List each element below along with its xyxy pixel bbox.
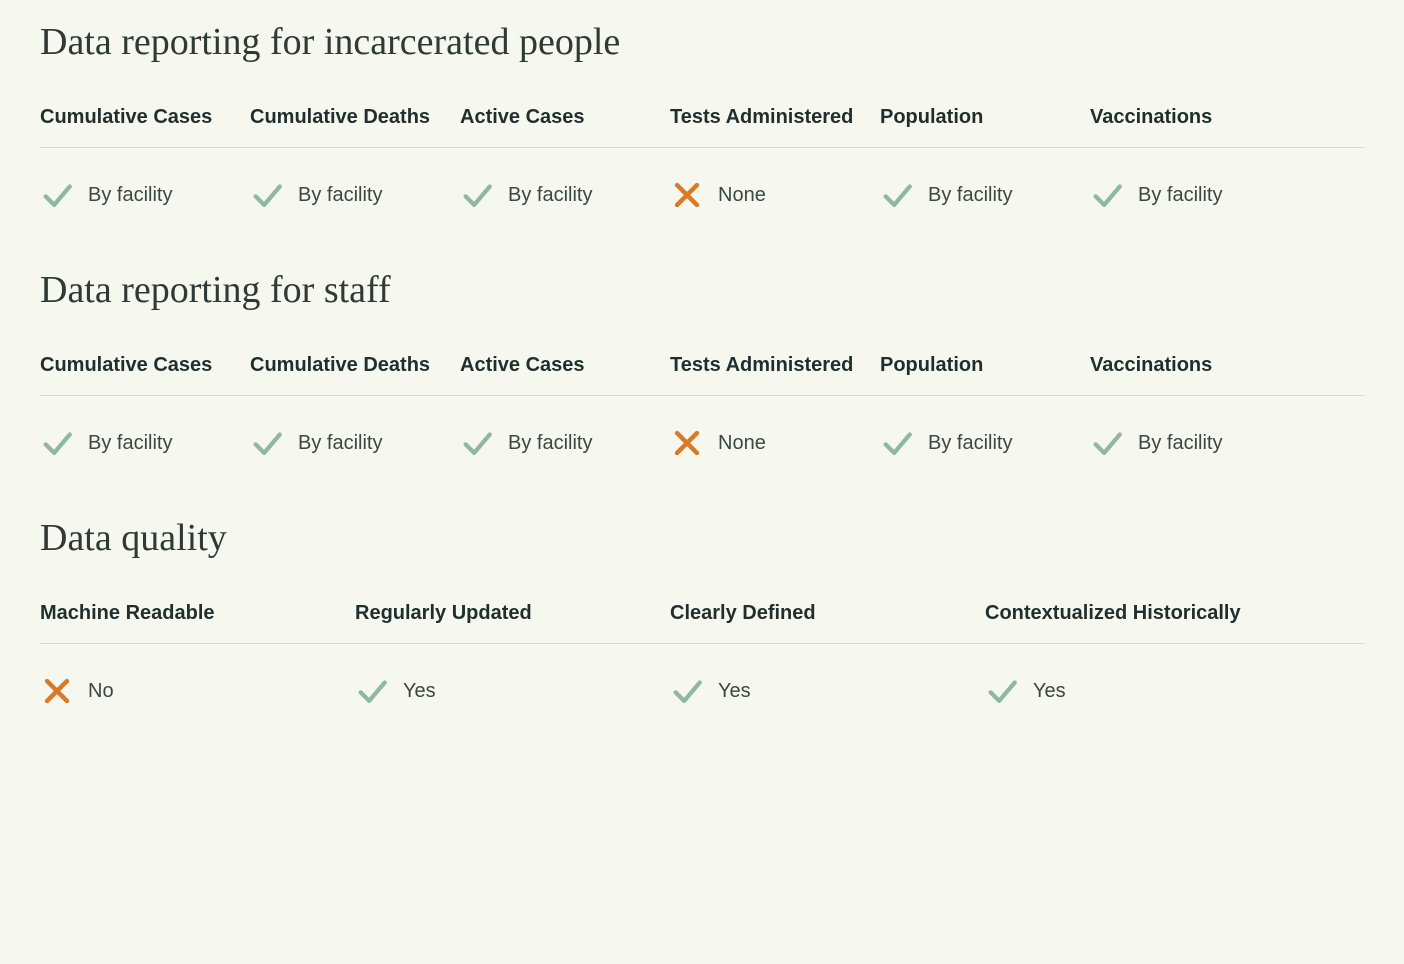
value-row: By facility By facility By facility None By … <box>40 172 1364 218</box>
metric-cell: By facility <box>880 420 1090 466</box>
check-icon <box>40 178 74 212</box>
metric-value: By facility <box>1138 184 1222 207</box>
check-icon <box>355 674 389 708</box>
check-icon <box>985 674 1019 708</box>
metric-value: By facility <box>928 184 1012 207</box>
check-icon <box>460 178 494 212</box>
metric-value: By facility <box>1138 432 1222 455</box>
check-icon <box>670 674 704 708</box>
metric-value: By facility <box>928 432 1012 455</box>
section-title: Data reporting for incarcerated people <box>40 20 1364 64</box>
cross-icon <box>40 674 74 708</box>
value-row: No Yes Yes Yes <box>40 668 1364 714</box>
check-icon <box>880 178 914 212</box>
section-title: Data quality <box>40 516 1364 560</box>
cross-icon <box>670 178 704 212</box>
check-icon <box>250 426 284 460</box>
metric-cell: By facility <box>460 420 670 466</box>
section-incarcerated: Data reporting for incarcerated people Cu… <box>40 20 1364 218</box>
check-icon <box>250 178 284 212</box>
metric-value: By facility <box>298 184 382 207</box>
check-icon <box>460 426 494 460</box>
metric-cell: By facility <box>250 172 460 218</box>
metric-value: By facility <box>508 432 592 455</box>
metric-value: By facility <box>298 432 382 455</box>
column-headers: Cumulative CasesCumulative DeathsActive … <box>40 354 1364 395</box>
column-header: Contextualized Historically <box>985 602 1300 643</box>
column-header: Cumulative Cases <box>40 106 250 147</box>
divider <box>40 643 1364 644</box>
column-headers: Machine ReadableRegularly UpdatedClearly… <box>40 602 1364 643</box>
metric-cell: None <box>670 172 880 218</box>
column-header: Active Cases <box>460 106 670 147</box>
metric-value: Yes <box>1033 680 1066 703</box>
section-quality: Data quality Machine ReadableRegularly Up… <box>40 516 1364 714</box>
metric-cell: By facility <box>250 420 460 466</box>
metric-value: By facility <box>88 184 172 207</box>
column-header: Tests Administered <box>670 106 880 147</box>
column-header: Active Cases <box>460 354 670 395</box>
metric-value: By facility <box>88 432 172 455</box>
metric-value: Yes <box>403 680 436 703</box>
column-header: Cumulative Deaths <box>250 106 460 147</box>
column-header: Vaccinations <box>1090 106 1300 147</box>
divider <box>40 147 1364 148</box>
section-title: Data reporting for staff <box>40 268 1364 312</box>
metric-cell: By facility <box>1090 172 1300 218</box>
column-header: Tests Administered <box>670 354 880 395</box>
metric-cell: By facility <box>880 172 1090 218</box>
metric-value: Yes <box>718 680 751 703</box>
column-header: Vaccinations <box>1090 354 1300 395</box>
check-icon <box>40 426 74 460</box>
value-row: By facility By facility By facility None By … <box>40 420 1364 466</box>
column-header: Regularly Updated <box>355 602 670 643</box>
metric-value: None <box>718 432 766 455</box>
column-header: Population <box>880 106 1090 147</box>
metric-cell: None <box>670 420 880 466</box>
metric-value: By facility <box>508 184 592 207</box>
metric-value: No <box>88 680 114 703</box>
cross-icon <box>670 426 704 460</box>
metric-cell: Yes <box>670 668 985 714</box>
column-header: Cumulative Cases <box>40 354 250 395</box>
column-headers: Cumulative CasesCumulative DeathsActive … <box>40 106 1364 147</box>
metric-cell: Yes <box>355 668 670 714</box>
check-icon <box>880 426 914 460</box>
column-header: Machine Readable <box>40 602 355 643</box>
metric-cell: By facility <box>40 172 250 218</box>
metric-cell: Yes <box>985 668 1300 714</box>
column-header: Clearly Defined <box>670 602 985 643</box>
scorecard-root: Data reporting for incarcerated people Cu… <box>40 20 1364 714</box>
divider <box>40 395 1364 396</box>
metric-cell: By facility <box>1090 420 1300 466</box>
column-header: Population <box>880 354 1090 395</box>
column-header: Cumulative Deaths <box>250 354 460 395</box>
metric-cell: No <box>40 668 355 714</box>
section-staff: Data reporting for staff Cumulative Cases… <box>40 268 1364 466</box>
check-icon <box>1090 178 1124 212</box>
metric-cell: By facility <box>40 420 250 466</box>
metric-cell: By facility <box>460 172 670 218</box>
metric-value: None <box>718 184 766 207</box>
check-icon <box>1090 426 1124 460</box>
